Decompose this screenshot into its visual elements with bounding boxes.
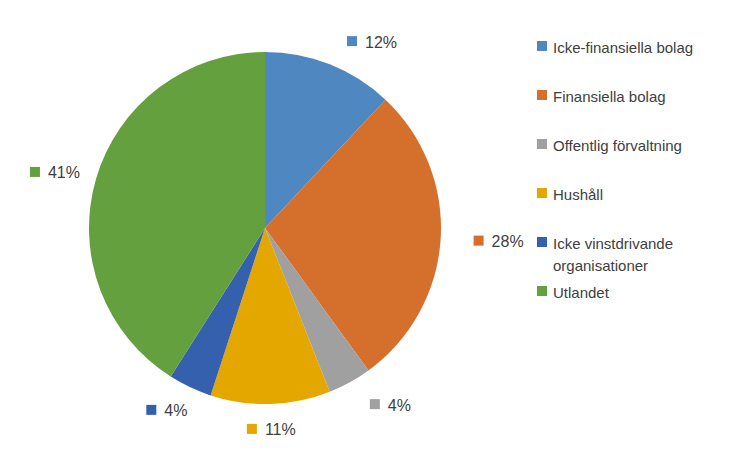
legend-line: Hushåll [553, 186, 603, 203]
legend-line: Icke-finansiella bolag [553, 39, 693, 56]
legend-marker [537, 286, 547, 296]
data-label-text: 28% [492, 233, 524, 250]
slice [89, 52, 265, 377]
legend-label: Hushåll [553, 186, 603, 203]
legend-line: organisationer [553, 257, 648, 274]
legend-label: Icke-finansiella bolag [553, 39, 693, 56]
legend-label: Utlandet [553, 284, 610, 301]
legend-label: Offentlig förvaltning [553, 137, 682, 154]
data-label: 11% [247, 421, 296, 438]
data-label: 4% [146, 402, 187, 419]
legend-label: Finansiella bolag [553, 88, 666, 105]
legend-label: Icke vinstdrivande organisationer [553, 235, 673, 274]
data-label-text: 11% [265, 421, 296, 438]
data-label: 41% [30, 164, 80, 181]
legend-line: Offentlig förvaltning [553, 137, 682, 154]
data-label-text: 41% [48, 164, 80, 181]
data-label: 12% [347, 34, 397, 51]
legend-line: Utlandet [553, 284, 610, 301]
legend-marker [537, 237, 547, 247]
data-label-text: 12% [365, 34, 397, 51]
legend-marker [537, 139, 547, 149]
legend-marker [537, 188, 547, 198]
data-label: 28% [474, 233, 524, 250]
data-label-marker [247, 424, 257, 434]
data-label-marker [146, 405, 156, 415]
data-label: 4% [370, 397, 411, 414]
data-label-text: 4% [164, 402, 187, 419]
legend-marker [537, 90, 547, 100]
legend: Icke-finansiella bolag Finansiella bolag O… [537, 39, 693, 301]
legend-line: Icke vinstdrivande [553, 235, 673, 252]
legend-marker [537, 41, 547, 51]
data-label-marker [347, 36, 357, 46]
data-label-marker [30, 167, 40, 177]
data-label-marker [370, 399, 380, 409]
legend-line: Finansiella bolag [553, 88, 666, 105]
data-label-marker [474, 236, 484, 246]
chart: 12% 28% 4% 11% 4% 41% Icke-finansiella bolag Fi… [0, 0, 738, 454]
data-label-text: 4% [388, 397, 411, 414]
pie [89, 52, 441, 404]
